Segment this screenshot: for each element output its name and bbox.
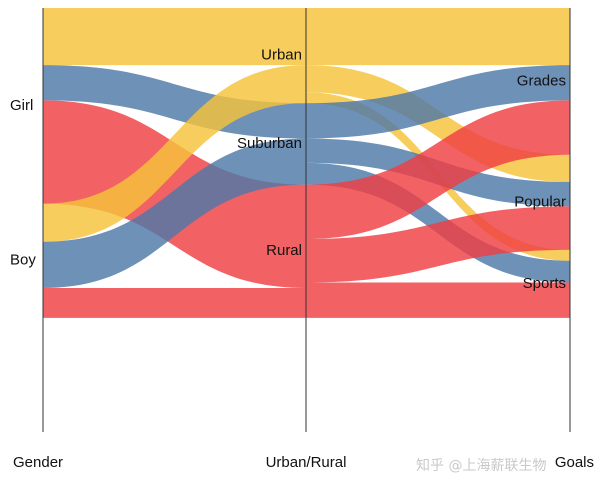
stratum-label-popular: Popular — [514, 193, 566, 210]
flow-rural-sports — [306, 282, 570, 318]
stratum-label-sports: Sports — [523, 275, 566, 292]
flow-suburban-grades — [306, 65, 570, 139]
flow-rural-popular — [306, 206, 570, 283]
flow-boy-suburban — [43, 138, 306, 288]
flow-urban-grades — [306, 8, 570, 66]
flow-girl-suburban — [43, 65, 306, 139]
flow-boy-rural — [43, 287, 306, 318]
stratum-label-grades: Grades — [517, 72, 566, 89]
labels: Girl Boy Urban Suburban Rural Grades Popular Sp… — [10, 47, 594, 471]
axis-title-gender: Gender — [13, 454, 63, 471]
stratum-label-suburban: Suburban — [237, 135, 302, 152]
flow-rural-grades — [306, 100, 570, 240]
stratum-label-rural: Rural — [266, 242, 302, 259]
stratum-label-urban: Urban — [261, 47, 302, 64]
stratum-label-girl: Girl — [10, 97, 33, 114]
flow-boy-urban — [43, 65, 306, 242]
axis-title-goals: Goals — [555, 454, 594, 471]
axis-title-urban-rural: Urban/Rural — [266, 454, 347, 471]
axis-lines — [42, 8, 571, 432]
flows — [43, 8, 570, 318]
stratum-label-boy: Boy — [10, 252, 36, 269]
flow-girl-urban — [43, 8, 306, 66]
watermark: 知乎 @上海薪联生物 — [416, 457, 546, 474]
